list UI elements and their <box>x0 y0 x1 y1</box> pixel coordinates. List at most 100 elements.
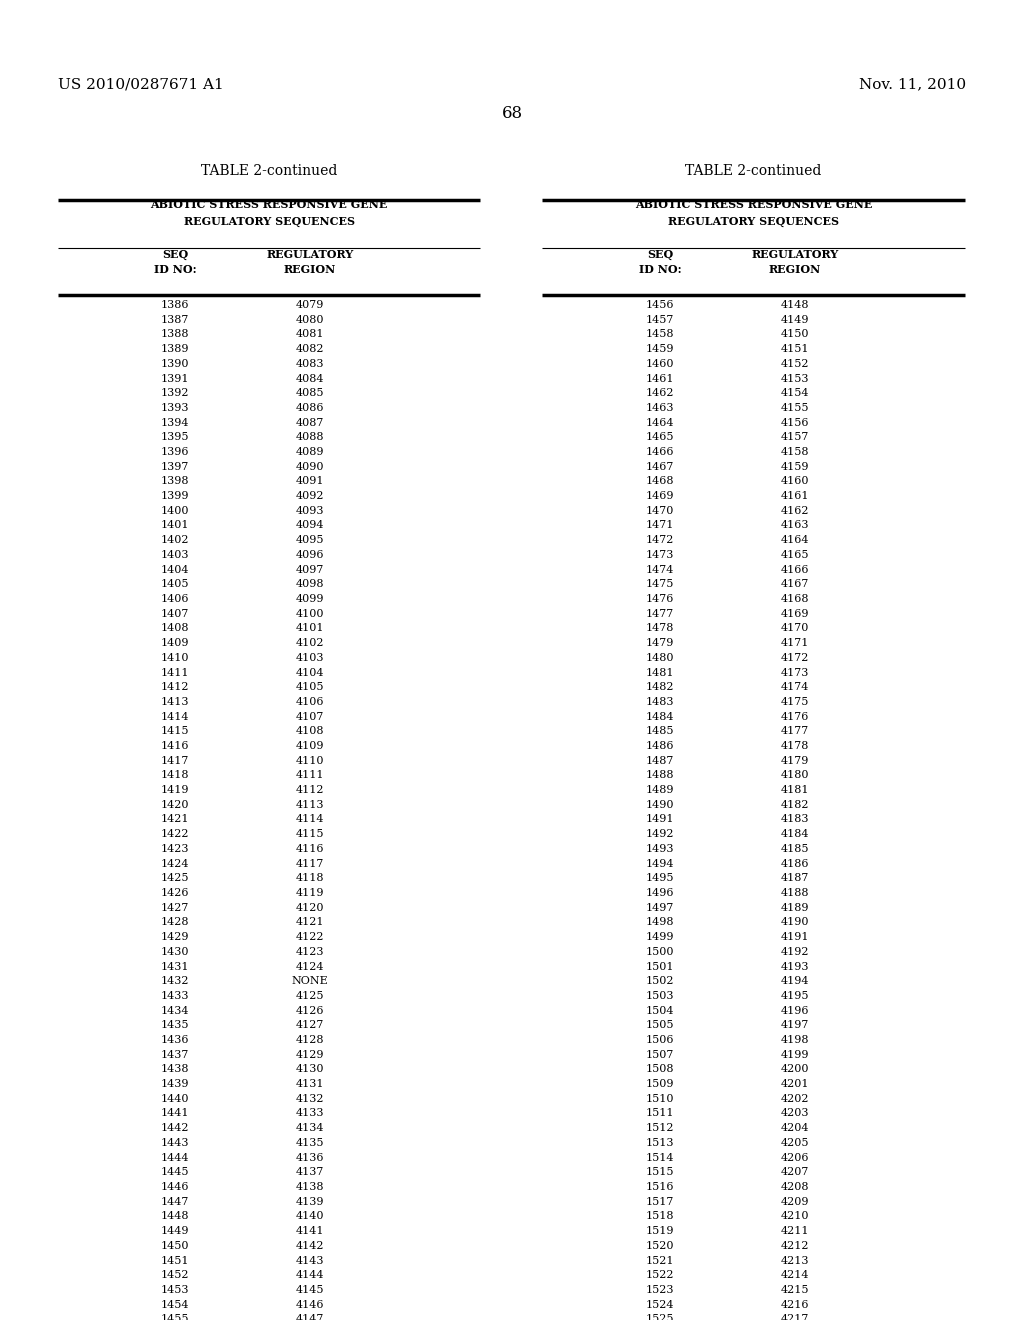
Text: 4187: 4187 <box>781 874 809 883</box>
Text: 4195: 4195 <box>780 991 809 1001</box>
Text: 4162: 4162 <box>780 506 809 516</box>
Text: 1422: 1422 <box>161 829 189 840</box>
Text: REGION: REGION <box>769 264 821 275</box>
Text: 1436: 1436 <box>161 1035 189 1045</box>
Text: 4206: 4206 <box>780 1152 809 1163</box>
Text: 1452: 1452 <box>161 1270 189 1280</box>
Text: 1416: 1416 <box>161 741 189 751</box>
Text: 1387: 1387 <box>161 314 189 325</box>
Text: 1403: 1403 <box>161 550 189 560</box>
Text: 4189: 4189 <box>780 903 809 912</box>
Text: 4177: 4177 <box>781 726 809 737</box>
Text: 4084: 4084 <box>296 374 325 384</box>
Text: 4112: 4112 <box>296 785 325 795</box>
Text: 1504: 1504 <box>646 1006 674 1015</box>
Text: 1512: 1512 <box>646 1123 674 1133</box>
Text: 4211: 4211 <box>780 1226 809 1236</box>
Text: 1469: 1469 <box>646 491 674 502</box>
Text: 1480: 1480 <box>646 653 674 663</box>
Text: 4085: 4085 <box>296 388 325 399</box>
Text: 4169: 4169 <box>780 609 809 619</box>
Text: 4203: 4203 <box>780 1109 809 1118</box>
Text: 4151: 4151 <box>780 345 809 354</box>
Text: 1458: 1458 <box>646 330 674 339</box>
Text: 1478: 1478 <box>646 623 674 634</box>
Text: 1392: 1392 <box>161 388 189 399</box>
Text: 4104: 4104 <box>296 668 325 677</box>
Text: 1400: 1400 <box>161 506 189 516</box>
Text: 1390: 1390 <box>161 359 189 368</box>
Text: 1389: 1389 <box>161 345 189 354</box>
Text: 1492: 1492 <box>646 829 674 840</box>
Text: 4103: 4103 <box>296 653 325 663</box>
Text: 4174: 4174 <box>781 682 809 692</box>
Text: 4095: 4095 <box>296 535 325 545</box>
Text: 1439: 1439 <box>161 1078 189 1089</box>
Text: 4114: 4114 <box>296 814 325 825</box>
Text: 4173: 4173 <box>781 668 809 677</box>
Text: 4198: 4198 <box>780 1035 809 1045</box>
Text: 4089: 4089 <box>296 447 325 457</box>
Text: 1483: 1483 <box>646 697 674 708</box>
Text: 4158: 4158 <box>780 447 809 457</box>
Text: 4140: 4140 <box>296 1212 325 1221</box>
Text: 4193: 4193 <box>780 961 809 972</box>
Text: 4185: 4185 <box>780 843 809 854</box>
Text: 4204: 4204 <box>780 1123 809 1133</box>
Text: 4139: 4139 <box>296 1197 325 1206</box>
Text: 1401: 1401 <box>161 520 189 531</box>
Text: 4214: 4214 <box>780 1270 809 1280</box>
Text: 4186: 4186 <box>780 858 809 869</box>
Text: 1476: 1476 <box>646 594 674 605</box>
Text: 1466: 1466 <box>646 447 674 457</box>
Text: 1437: 1437 <box>161 1049 189 1060</box>
Text: 1471: 1471 <box>646 520 674 531</box>
Text: REGULATORY SEQUENCES: REGULATORY SEQUENCES <box>183 216 354 227</box>
Text: 4079: 4079 <box>296 300 325 310</box>
Text: 1410: 1410 <box>161 653 189 663</box>
Text: 4111: 4111 <box>296 771 325 780</box>
Text: 1446: 1446 <box>161 1181 189 1192</box>
Text: 4138: 4138 <box>296 1181 325 1192</box>
Text: 4099: 4099 <box>296 594 325 605</box>
Text: 1482: 1482 <box>646 682 674 692</box>
Text: 4171: 4171 <box>781 638 809 648</box>
Text: 1516: 1516 <box>646 1181 674 1192</box>
Text: 1424: 1424 <box>161 858 189 869</box>
Text: 1501: 1501 <box>646 961 674 972</box>
Text: 1461: 1461 <box>646 374 674 384</box>
Text: 1438: 1438 <box>161 1064 189 1074</box>
Text: 1510: 1510 <box>646 1094 674 1104</box>
Text: 4110: 4110 <box>296 755 325 766</box>
Text: 4172: 4172 <box>781 653 809 663</box>
Text: 4166: 4166 <box>780 565 809 574</box>
Text: 1414: 1414 <box>161 711 189 722</box>
Text: 1408: 1408 <box>161 623 189 634</box>
Text: TABLE 2-continued: TABLE 2-continued <box>685 164 821 178</box>
Text: 4154: 4154 <box>780 388 809 399</box>
Text: 1522: 1522 <box>646 1270 674 1280</box>
Text: 4168: 4168 <box>780 594 809 605</box>
Text: 4196: 4196 <box>780 1006 809 1015</box>
Text: 4161: 4161 <box>780 491 809 502</box>
Text: 4116: 4116 <box>296 843 325 854</box>
Text: 4201: 4201 <box>780 1078 809 1089</box>
Text: 4184: 4184 <box>780 829 809 840</box>
Text: 4175: 4175 <box>781 697 809 708</box>
Text: 1494: 1494 <box>646 858 674 869</box>
Text: 4150: 4150 <box>780 330 809 339</box>
Text: 1444: 1444 <box>161 1152 189 1163</box>
Text: 4102: 4102 <box>296 638 325 648</box>
Text: Nov. 11, 2010: Nov. 11, 2010 <box>859 77 966 91</box>
Text: 4119: 4119 <box>296 888 325 898</box>
Text: 4179: 4179 <box>781 755 809 766</box>
Text: 1407: 1407 <box>161 609 189 619</box>
Text: 4143: 4143 <box>296 1255 325 1266</box>
Text: 4217: 4217 <box>781 1315 809 1320</box>
Text: 4159: 4159 <box>780 462 809 471</box>
Text: 4086: 4086 <box>296 403 325 413</box>
Text: 4210: 4210 <box>780 1212 809 1221</box>
Text: 1474: 1474 <box>646 565 674 574</box>
Text: 4163: 4163 <box>780 520 809 531</box>
Text: 1448: 1448 <box>161 1212 189 1221</box>
